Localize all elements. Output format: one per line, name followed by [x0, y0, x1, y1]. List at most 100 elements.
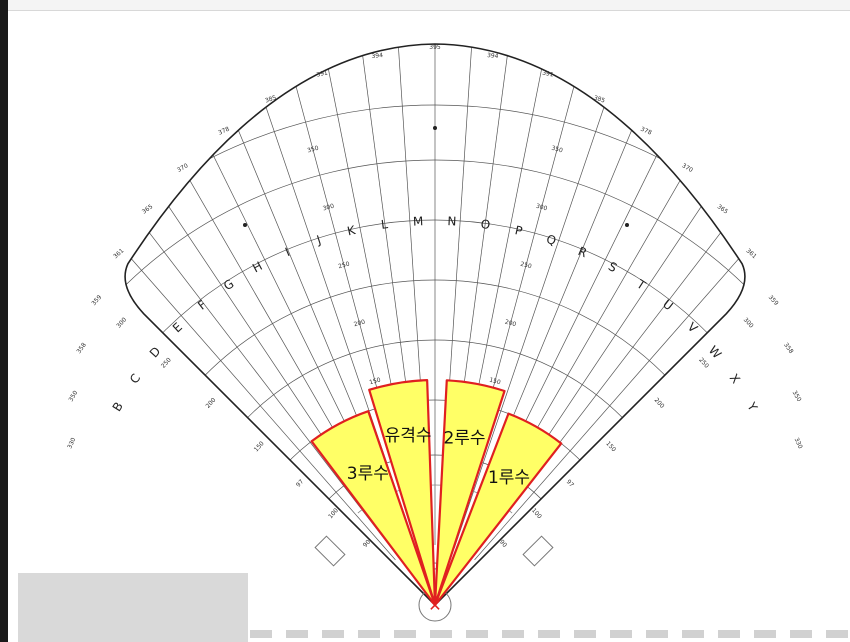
fence-distance: 385 [593, 94, 606, 104]
fielder-zone-wedge [368, 379, 437, 607]
fence-distance: 358 [76, 341, 89, 355]
zone-letter: S [606, 259, 619, 275]
zone-letter: I [283, 245, 292, 259]
fence-distance: 370 [176, 162, 190, 174]
left-dugout-box [314, 535, 346, 567]
zone-letter: K [346, 223, 358, 239]
foul-line-label: 97 [565, 478, 575, 488]
foul-line-label: 250 [160, 356, 173, 369]
zone-letter: M [413, 214, 424, 228]
outfield-fence [124, 43, 746, 607]
arc-distance-label: 150 [369, 376, 382, 386]
fence-distance: 365 [716, 203, 730, 216]
home-plate-marker: ✕ [428, 596, 441, 615]
fence-distance: 370 [681, 162, 695, 174]
fence-distance: 365 [141, 203, 155, 216]
distance-arc [185, 279, 685, 397]
foul-line-label: 300 [115, 316, 128, 329]
fence-distance: 330 [66, 437, 77, 450]
zone-letter: Q [545, 232, 558, 248]
foul-line-label: 90 [498, 539, 508, 549]
foul-line-label: 250 [697, 357, 710, 370]
zone-letter: F [195, 297, 209, 312]
zone-letter: B [110, 400, 126, 414]
zone-letter: P [514, 223, 524, 238]
arc-distance-label: 300 [535, 203, 548, 213]
distance-arc [139, 219, 731, 358]
zone-letter: G [221, 276, 236, 293]
fence-distance: 359 [767, 294, 780, 307]
fence-distance: 359 [90, 294, 103, 307]
scan-edge-left [0, 0, 8, 642]
zone-letter: R [576, 244, 589, 260]
fielder-zone-label: 1루수 [488, 468, 530, 488]
arc-distance-label: 350 [551, 145, 564, 155]
scan-edge-top [8, 0, 850, 11]
distance-arc [125, 159, 745, 320]
zone-letter: W [706, 343, 724, 361]
fence-distance: 330 [793, 437, 804, 450]
arc-distance-label: 350 [307, 145, 320, 155]
zone-letter: N [447, 214, 457, 228]
zone-letter: Y [744, 399, 761, 414]
field-outline [124, 43, 746, 607]
zone-letter: T [633, 276, 648, 293]
foul-line-label: 200 [653, 397, 666, 410]
right-dugout-box [522, 535, 554, 567]
fence-distance: 350 [68, 389, 80, 403]
fence-distance: 391 [316, 69, 329, 78]
arc-distance-label: 200 [353, 319, 366, 329]
radial-line [125, 160, 399, 558]
fence-distance: 395 [429, 44, 441, 51]
fence-distance: 378 [639, 126, 652, 137]
radial-line [474, 183, 745, 561]
fielder-zone-label: 유격수 [385, 426, 432, 446]
arc-distance-label: 250 [520, 261, 533, 271]
marker-dot [433, 126, 437, 130]
scan-gray-patch [18, 573, 248, 642]
marker-dot [243, 223, 247, 227]
zone-letter: D [147, 344, 164, 360]
arc-distance-label: 150 [488, 377, 501, 387]
arc-distance-label: 300 [322, 203, 335, 213]
foul-line-label: 150 [604, 440, 617, 453]
foul-line-label: 90 [362, 538, 372, 548]
zone-letter: E [170, 320, 185, 335]
fielder-zone-wedge [310, 410, 437, 607]
fence-distance: 361 [745, 247, 758, 260]
fence-distance: 378 [217, 126, 230, 137]
radial-line [453, 74, 616, 549]
fence-distance: 391 [542, 69, 555, 78]
fence-distance: 394 [371, 52, 383, 60]
zone-letter: J [314, 233, 323, 248]
fence-distance: 361 [112, 247, 125, 260]
fielder-zone-wedge [433, 412, 563, 607]
zone-letter: U [660, 297, 676, 313]
foul-line-label: 200 [205, 397, 218, 410]
fence-distance: 358 [782, 342, 795, 356]
zone-letter: H [250, 259, 265, 276]
fence-distance: 385 [264, 94, 277, 104]
fielder-zone-label: 3루수 [347, 464, 389, 484]
marker-dot [625, 223, 629, 227]
fence-distance: 394 [487, 52, 499, 60]
foul-line-label: 150 [253, 440, 266, 453]
zone-letter: X [727, 371, 743, 386]
radial-line [125, 183, 396, 561]
fielder-zone-label: 2루수 [443, 429, 485, 449]
arc-distance-label: 200 [504, 319, 517, 329]
zone-letter: C [127, 371, 143, 386]
scan-bottom-dashes [250, 630, 850, 638]
zone-letter: V [685, 320, 701, 336]
zone-letter: L [380, 217, 389, 232]
arc-distance-label: 250 [338, 261, 351, 271]
distance-arc [231, 339, 639, 435]
zone-letter: O [480, 217, 491, 232]
foul-line-label: 100 [530, 507, 543, 520]
fence-distance: 350 [791, 390, 803, 404]
foul-line-label: 300 [742, 316, 755, 329]
foul-line-label: 97 [295, 478, 305, 488]
